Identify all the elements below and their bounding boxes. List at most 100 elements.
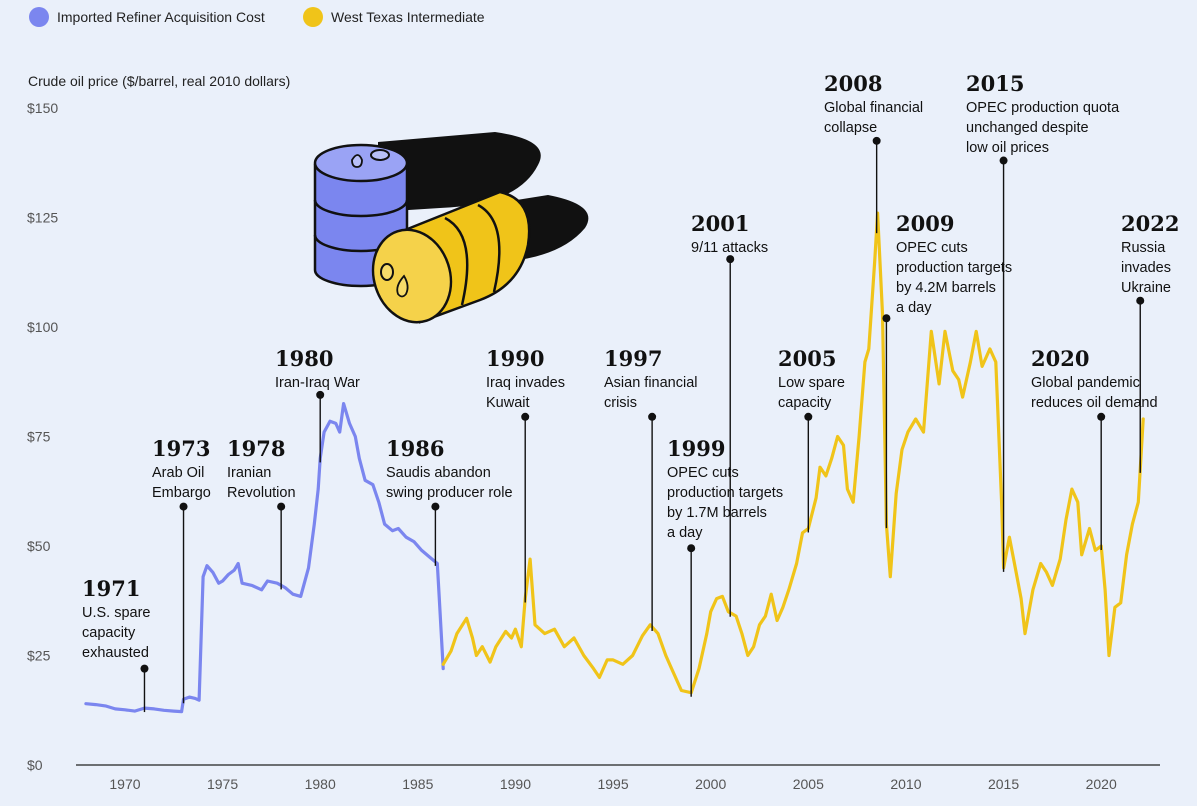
legend-item-wti[interactable]: West Texas Intermediate <box>303 7 485 27</box>
x-tick-label: 2005 <box>793 776 824 792</box>
annotation-year: 1997 <box>604 346 662 371</box>
annotation-year: 1990 <box>486 346 544 371</box>
annotation-dot <box>999 156 1008 165</box>
annotation-year: 2001 <box>691 211 749 236</box>
x-tick-label: 2010 <box>890 776 921 792</box>
annotation-dot <box>140 664 149 673</box>
annotation-1999: 1999 OPEC cuts production targets by 1.7M b… <box>667 436 783 697</box>
annotation-text: Asian financial <box>604 375 698 391</box>
annotation-text: a day <box>667 525 703 541</box>
annotation-dot <box>1136 296 1145 305</box>
annotation-text: OPEC cuts <box>896 240 968 256</box>
y-tick-label: $50 <box>27 538 51 554</box>
x-tick-label: 2015 <box>988 776 1019 792</box>
annotation-text: exhausted <box>82 645 149 661</box>
legend-label-wti: West Texas Intermediate <box>331 9 485 25</box>
annotation-dot <box>1097 412 1106 421</box>
y-axis-label: Crude oil price ($/barrel, real 2010 dol… <box>28 73 290 89</box>
annotation-dot <box>872 136 881 145</box>
annotation-year: 1973 <box>152 436 210 461</box>
annotation-text: OPEC cuts <box>667 465 739 481</box>
annotation-text: U.S. spare <box>82 605 151 621</box>
annotation-text: Iranian <box>227 465 271 481</box>
annotation-2005: 2005 Low spare capacity <box>778 346 845 533</box>
annotation-text: Saudis abandon <box>386 465 491 481</box>
annotation-text: crisis <box>604 395 637 411</box>
annotation-dot <box>882 314 891 323</box>
annotation-year: 1980 <box>275 346 333 371</box>
legend-label-irac: Imported Refiner Acquisition Cost <box>57 9 265 25</box>
legend: Imported Refiner Acquisition Cost West T… <box>29 7 485 27</box>
annotation-year: 1971 <box>82 576 140 601</box>
annotation-2020: 2020 Global pandemic reduces oil demand <box>1031 346 1158 550</box>
annotation-text: Low spare <box>778 375 845 391</box>
y-axis: $0 $25 $50 $75 $100 $125 $150 <box>27 100 58 773</box>
annotation-text: capacity <box>778 395 832 411</box>
annotation-dot <box>431 502 440 511</box>
x-tick-label: 1975 <box>207 776 238 792</box>
legend-swatch-wti <box>303 7 323 27</box>
annotation-1973: 1973 Arab Oil Embargo <box>152 436 211 704</box>
annotation-year: 2015 <box>966 71 1024 96</box>
annotation-year: 2022 <box>1121 211 1179 236</box>
annotation-1980: 1980 Iran-Iraq War <box>275 346 360 463</box>
annotation-year: 1999 <box>667 436 725 461</box>
annotation-text: by 1.7M barrels <box>667 505 767 521</box>
x-tick-label: 1980 <box>305 776 336 792</box>
series-line-wti <box>441 211 1145 695</box>
annotations: 1971 U.S. spare capacity exhausted 1973 Arab … <box>82 71 1179 713</box>
annotation-1997: 1997 Asian financial crisis <box>604 346 698 632</box>
annotation-text: Kuwait <box>486 395 530 411</box>
annotation-year: 2008 <box>824 71 882 96</box>
y-tick-label: $100 <box>27 319 58 335</box>
annotation-dot <box>648 412 657 421</box>
annotation-text: 9/11 attacks <box>691 240 768 256</box>
oil-barrels-illustration <box>313 132 589 324</box>
x-axis: 1970 1975 1980 1985 1990 1995 2000 2005 2010 2015… <box>76 764 1160 792</box>
annotation-text: collapse <box>824 120 877 136</box>
y-tick-label: $0 <box>27 757 43 773</box>
annotation-text: swing producer role <box>386 485 513 501</box>
y-tick-label: $150 <box>27 100 58 116</box>
annotation-text: Global pandemic <box>1031 375 1140 391</box>
annotation-text: low oil prices <box>966 140 1049 156</box>
annotation-text: OPEC production quota <box>966 100 1120 116</box>
annotation-text: production targets <box>667 485 783 501</box>
x-tick-label: 1990 <box>500 776 531 792</box>
annotation-year: 2009 <box>896 211 954 236</box>
annotation-dot <box>179 502 188 511</box>
annotation-2009: 2009 OPEC cuts production targets by 4.2M b… <box>882 211 1012 529</box>
annotation-year: 1986 <box>386 436 444 461</box>
y-tick-label: $75 <box>27 429 51 445</box>
annotation-year: 1978 <box>227 436 285 461</box>
annotation-text: a day <box>896 300 932 316</box>
annotation-text: Ukraine <box>1121 280 1171 296</box>
annotation-year: 2020 <box>1031 346 1089 371</box>
annotation-dot <box>521 412 530 421</box>
annotation-1971: 1971 U.S. spare capacity exhausted <box>82 576 151 713</box>
annotation-dot <box>726 255 735 264</box>
annotation-text: reduces oil demand <box>1031 395 1158 411</box>
annotation-text: Russia <box>1121 240 1166 256</box>
annotation-2008: 2008 Global financial collapse <box>824 71 923 234</box>
x-tick-label: 2020 <box>1086 776 1117 792</box>
annotation-dot <box>277 502 286 511</box>
annotation-1986: 1986 Saudis abandon swing producer role <box>386 436 513 566</box>
annotation-text: production targets <box>896 260 1012 276</box>
legend-item-irac[interactable]: Imported Refiner Acquisition Cost <box>29 7 265 27</box>
annotation-2001: 2001 9/11 attacks <box>691 211 768 617</box>
x-tick-label: 2000 <box>695 776 726 792</box>
annotation-text: Arab Oil <box>152 465 204 481</box>
x-tick-label: 1995 <box>597 776 628 792</box>
annotation-text: Embargo <box>152 485 211 501</box>
annotation-1978: 1978 Iranian Revolution <box>227 436 296 590</box>
annotation-text: by 4.2M barrels <box>896 280 996 296</box>
annotation-text: capacity <box>82 625 136 641</box>
annotation-text: invades <box>1121 260 1171 276</box>
y-tick-label: $125 <box>27 210 58 226</box>
annotation-2015: 2015 OPEC production quota unchanged despi… <box>966 71 1120 572</box>
annotation-text: unchanged despite <box>966 120 1089 136</box>
legend-swatch-irac <box>29 7 49 27</box>
y-tick-label: $25 <box>27 648 51 664</box>
